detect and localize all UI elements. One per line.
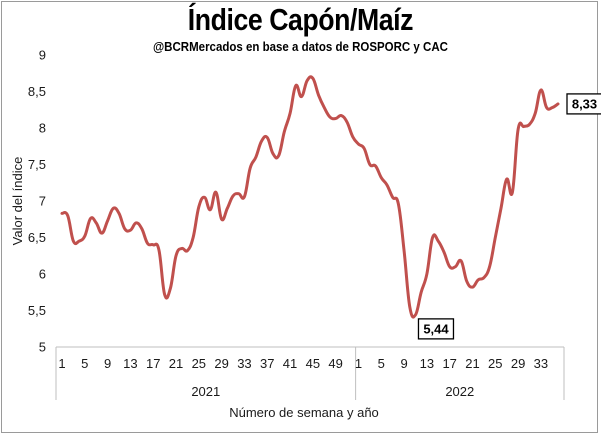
x-tick-label: 13: [123, 356, 137, 371]
y-tick-label: 8,5: [28, 84, 46, 99]
x-tick-label: 17: [146, 356, 160, 371]
y-tick-label: 9: [39, 48, 46, 63]
x-tick-label: 37: [260, 356, 274, 371]
x-tick-label: 29: [511, 356, 525, 371]
x-axis-title: Número de semana y año: [229, 405, 379, 420]
year-label: 2022: [445, 384, 474, 399]
y-tick-label: 7: [39, 194, 46, 209]
x-tick-label: 49: [328, 356, 342, 371]
x-tick-label: 9: [104, 356, 111, 371]
x-tick-label: 29: [214, 356, 228, 371]
x-tick-label: 21: [465, 356, 479, 371]
annotation-label: 8,33: [572, 96, 597, 111]
x-tick-label: 33: [237, 356, 251, 371]
x-tick-label: 1: [58, 356, 65, 371]
x-tick-label: 5: [378, 356, 385, 371]
x-tick-label: 45: [306, 356, 320, 371]
x-tick-label: 25: [488, 356, 502, 371]
y-tick-label: 6: [39, 267, 46, 282]
x-tick-label: 1: [355, 356, 362, 371]
x-tick-label: 9: [400, 356, 407, 371]
annotation-box: [417, 318, 455, 340]
x-tick-label: 33: [534, 356, 548, 371]
y-tick-label: 7,5: [28, 157, 46, 172]
y-tick-label: 6,5: [28, 230, 46, 245]
year-label: 2021: [191, 384, 220, 399]
x-tick-label: 17: [442, 356, 456, 371]
x-tick-label: 41: [283, 356, 297, 371]
series-line-group: [60, 75, 560, 319]
chart-subtitle: @BCRMercados en base a datos de ROSPORC …: [152, 40, 448, 54]
series-line: [60, 75, 560, 319]
y-axis-title: Valor del índice: [10, 157, 25, 246]
y-tick-label: 8: [39, 121, 46, 136]
y-tick-label: 5: [39, 340, 46, 355]
y-tick-label: 5,5: [28, 303, 46, 318]
x-tick-label: 5: [81, 356, 88, 371]
annotation-box: [566, 93, 601, 115]
x-tick-label: 21: [169, 356, 183, 371]
annotations: 5,44 8,33: [417, 93, 601, 340]
x-tick-label: 13: [420, 356, 434, 371]
annotation-label: 5,44: [423, 321, 449, 336]
x-tick-label: 25: [192, 356, 206, 371]
chart-title: Índice Capón/Maíz: [187, 2, 414, 37]
